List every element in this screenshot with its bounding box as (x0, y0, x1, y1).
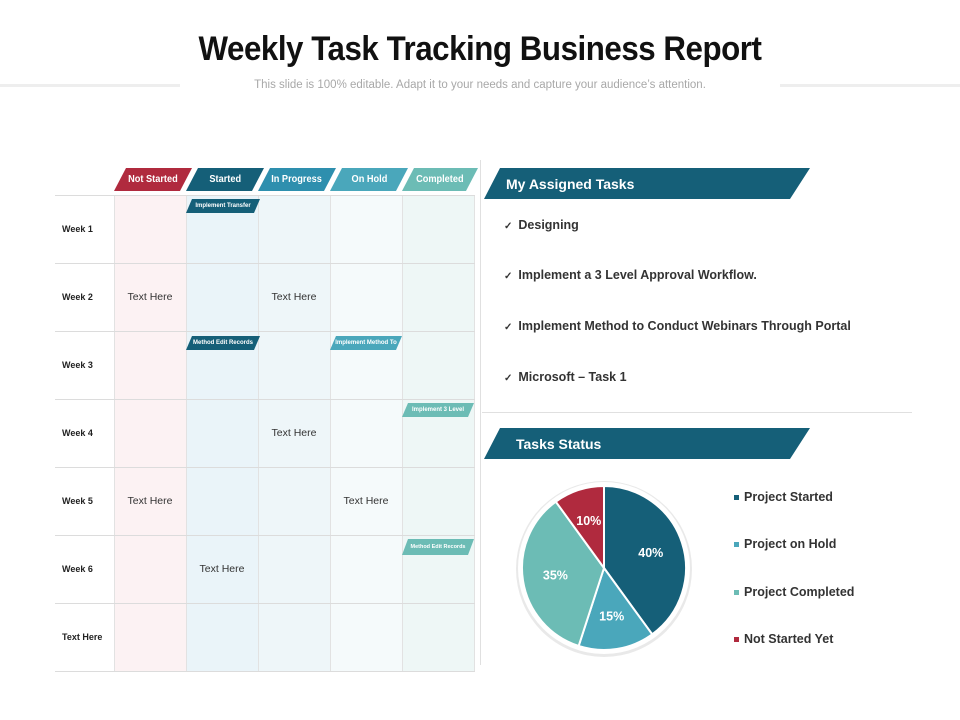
grid-row-line (55, 603, 475, 604)
column-header-in-progress: In Progress (258, 168, 336, 191)
column-header-label: Completed (416, 174, 464, 185)
task-tag-week3-on-hold: Implement Method To (330, 336, 402, 350)
grid-divider (402, 195, 403, 672)
row-label-last: Text Here (62, 632, 103, 642)
grid-row-line (55, 331, 475, 332)
column-bg-in-progress (258, 195, 330, 672)
assigned-task-item: ✓ Microsoft – Task 1 (504, 370, 627, 384)
column-header-not-started: Not Started (114, 168, 192, 191)
cell-week6-started: Text Here (199, 563, 245, 575)
assigned-tasks-title: My Assigned Tasks (506, 175, 635, 192)
check-icon: ✓ (504, 322, 513, 333)
grid-row-line (55, 671, 475, 672)
legend-label: Not Started Yet (744, 632, 834, 646)
grid-row-line (55, 195, 475, 196)
header-rule-left (0, 84, 180, 87)
assigned-task-item: ✓ Implement a 3 Level Approval Workflow. (504, 268, 757, 282)
pie-slice-label: 35% (543, 569, 568, 583)
pie-labels: 40% 15% 35% 10% (543, 514, 663, 623)
legend-item: Project Completed (734, 585, 854, 599)
assigned-task-item: ✓ Implement Method to Conduct Webinars Th… (504, 319, 851, 333)
legend-label: Project Started (744, 490, 833, 504)
pie-slice-label: 40% (638, 546, 663, 560)
row-label-week-4: Week 4 (62, 428, 93, 438)
row-label-week-5: Week 5 (62, 496, 93, 506)
grid-divider (114, 195, 115, 672)
tasks-status-title: Tasks Status (516, 435, 602, 452)
task-grid: Week 1 Week 2 Week 3 Week 4 Week 5 Week … (55, 195, 475, 672)
pie-slice (554, 484, 605, 572)
page-subtitle: This slide is 100% editable. Adapt it to… (254, 79, 706, 91)
pie-slice-label: 10% (576, 514, 601, 528)
column-header-completed: Completed (402, 168, 478, 191)
header-rule-right (780, 84, 960, 87)
column-bg-on-hold (330, 195, 402, 672)
assigned-task-item: ✓ Designing (504, 218, 579, 232)
column-bg-not-started (114, 195, 186, 672)
assigned-task-label: Implement Method to Conduct Webinars Thr… (518, 319, 851, 333)
panel-divider (480, 160, 481, 665)
assigned-tasks-banner: My Assigned Tasks (484, 168, 810, 199)
column-header-label: On Hold (351, 174, 387, 185)
section-divider (482, 412, 912, 413)
assigned-task-label: Implement a 3 Level Approval Workflow. (518, 268, 757, 282)
pie-slice-label: 15% (599, 610, 624, 624)
task-tag-week4-completed: Implement 3 Level (402, 403, 474, 417)
column-bg-started (186, 195, 258, 672)
task-tag-week6-completed: Method Edit Records (402, 539, 474, 555)
grid-divider (474, 195, 475, 672)
legend-item: Not Started Yet (734, 632, 833, 646)
status-pie-chart: 40% 15% 35% 10% (516, 481, 692, 657)
tasks-status-banner: Tasks Status (484, 428, 810, 459)
assigned-task-label: Designing (518, 218, 579, 232)
grid-divider (258, 195, 259, 672)
check-icon: ✓ (504, 373, 513, 384)
grid-divider (186, 195, 187, 672)
pie-slice (577, 565, 654, 651)
column-header-label: In Progress (271, 174, 323, 185)
row-label-week-2: Week 2 (62, 292, 93, 302)
cell-week2-not-started: Text Here (127, 291, 173, 303)
row-label-week-6: Week 6 (62, 564, 93, 574)
cell-week4-in-progress: Text Here (271, 427, 317, 439)
legend-swatch (734, 589, 739, 595)
cell-week5-not-started: Text Here (127, 495, 173, 507)
legend-swatch (734, 541, 739, 547)
grid-row-line (55, 399, 475, 400)
check-icon: ✓ (504, 221, 513, 232)
task-tag-week1-started: Implement Transfer (186, 199, 260, 213)
column-header-on-hold: On Hold (330, 168, 408, 191)
legend-swatch (734, 494, 739, 500)
cell-week5-on-hold: Text Here (343, 495, 389, 507)
legend-swatch (734, 636, 739, 642)
grid-row-line (55, 467, 475, 468)
row-label-week-1: Week 1 (62, 224, 93, 234)
legend-item: Project on Hold (734, 537, 836, 551)
column-header-started: Started (186, 168, 264, 191)
column-bg-completed (402, 195, 475, 672)
legend-item: Project Started (734, 490, 833, 504)
legend-label: Project Completed (744, 585, 855, 599)
row-label-week-3: Week 3 (62, 360, 93, 370)
pie-slice (521, 500, 606, 648)
assigned-task-label: Microsoft – Task 1 (518, 370, 627, 384)
grid-row-line (55, 535, 475, 536)
page-title: Weekly Task Tracking Business Report (198, 30, 762, 68)
pie-slice (603, 484, 687, 636)
grid-row-line (55, 263, 475, 264)
grid-divider (330, 195, 331, 672)
pie-slices (521, 484, 687, 651)
column-header-label: Not Started (128, 174, 178, 185)
task-tag-week3-started: Method Edit Records (186, 336, 260, 350)
cell-week2-in-progress: Text Here (271, 291, 317, 303)
column-header-label: Started (209, 174, 241, 185)
check-icon: ✓ (504, 271, 513, 282)
legend-label: Project on Hold (744, 537, 837, 551)
